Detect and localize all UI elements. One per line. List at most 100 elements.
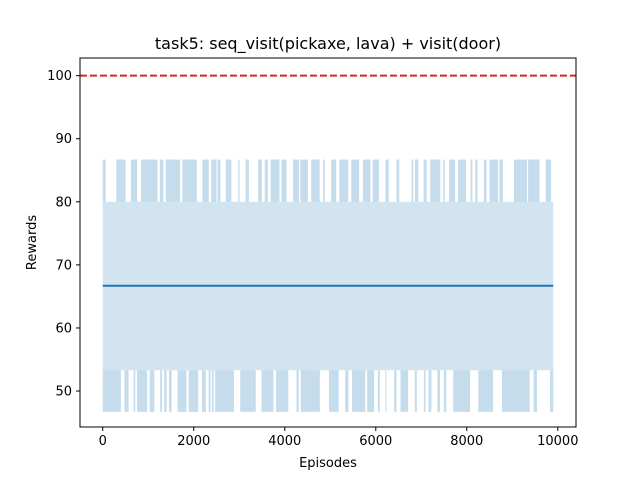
band-lower-stripe: [362, 370, 366, 412]
band-lower-stripe: [332, 370, 336, 412]
band-upper-stripe: [345, 159, 349, 202]
band-lower-stripe: [117, 370, 121, 412]
band-upper-stripe: [483, 159, 487, 202]
band-lower-stripe: [261, 370, 265, 412]
band-lower-stripe: [423, 370, 426, 412]
y-tick-label: 50: [55, 385, 72, 400]
band-upper-stripe: [202, 159, 204, 202]
band-upper-stripe: [491, 159, 493, 202]
band-upper-stripe: [293, 159, 297, 202]
band-upper-stripe: [331, 159, 334, 202]
band-upper-stripe: [496, 159, 499, 202]
band-lower-stripe: [533, 370, 537, 412]
band-upper-stripe: [513, 159, 517, 202]
band-upper-stripe: [369, 159, 371, 202]
band-lower-stripe: [478, 370, 482, 412]
band-upper-stripe: [314, 159, 316, 202]
band-upper-stripe: [499, 159, 503, 202]
band-upper-stripe: [470, 159, 473, 202]
band-upper-stripe: [535, 159, 540, 202]
band-lower-stripe: [358, 370, 363, 412]
band-lower-stripe: [268, 370, 270, 412]
band-upper-stripe: [385, 159, 389, 202]
band-upper-stripe: [247, 159, 249, 202]
band-lower-stripe: [456, 370, 459, 412]
band-upper-stripe: [276, 159, 280, 202]
band-upper-stripe: [102, 159, 106, 202]
band-lower-stripe: [356, 370, 359, 412]
band-lower-stripe: [394, 370, 397, 412]
band-lower-stripe: [367, 370, 370, 412]
band-upper-stripe: [396, 159, 400, 202]
band-upper-stripe: [143, 159, 147, 202]
band-upper-stripe: [306, 159, 308, 202]
band-upper-stripe: [351, 159, 355, 202]
band-upper-stripe: [411, 159, 414, 202]
band-lower-stripe: [511, 370, 516, 412]
band-upper-stripe: [545, 159, 548, 202]
band-lower-stripe: [300, 370, 305, 412]
band-upper-stripe: [489, 159, 492, 202]
band-upper-stripe: [516, 159, 521, 202]
band-upper-stripe: [315, 159, 320, 202]
band-lower-stripe: [269, 370, 272, 412]
band-lower-stripe: [124, 370, 128, 412]
band-upper-stripe: [132, 159, 136, 202]
band-upper-stripe: [168, 159, 172, 202]
band-lower-stripe: [169, 370, 172, 412]
band-upper-stripe: [520, 159, 524, 202]
band-upper-stripe: [533, 159, 536, 202]
band-lower-stripe: [312, 370, 315, 412]
band-lower-stripe: [352, 370, 356, 412]
band-lower-stripe: [229, 370, 231, 412]
band-upper-stripe: [302, 159, 306, 202]
band-upper-stripe: [273, 159, 277, 202]
x-tick-label: 6000: [359, 434, 392, 449]
band-upper-stripe: [150, 159, 155, 202]
band-upper-stripe: [448, 159, 452, 202]
band-lower-stripe: [208, 370, 211, 412]
band-upper-stripe: [116, 159, 120, 202]
band-lower-stripe: [219, 370, 224, 412]
band-upper-stripe: [264, 159, 268, 202]
band-lower-stripe: [192, 370, 195, 412]
band-lower-stripe: [271, 370, 274, 412]
band-lower-stripe: [428, 370, 432, 412]
band-lower-stripe: [177, 370, 180, 412]
plot-frame: [79, 57, 577, 428]
band-upper-stripe: [184, 159, 187, 202]
band-upper-stripe: [443, 159, 445, 202]
band-lower-stripe: [114, 370, 117, 412]
band-upper-stripe: [225, 159, 230, 202]
band-upper-stripe: [217, 159, 221, 202]
band-lower-stripe: [483, 370, 486, 412]
band-lower-stripe: [528, 370, 530, 412]
y-axis-label: Rewards: [25, 215, 40, 270]
x-tick-label: 2000: [177, 434, 210, 449]
band-lower-stripe: [138, 370, 140, 412]
band-lower-stripe: [328, 370, 333, 412]
band-lower-stripe: [243, 370, 247, 412]
band-upper-stripe: [258, 159, 261, 202]
band-lower-stripe: [400, 370, 405, 412]
y-tick-label: 70: [55, 258, 72, 273]
band-upper-stripe: [238, 159, 240, 202]
band-lower-stripe: [133, 370, 136, 412]
x-tick-label: 10000: [537, 434, 578, 449]
band-lower-stripe: [179, 370, 182, 412]
band-lower-stripe: [518, 370, 522, 412]
band-lower-stripe: [314, 370, 319, 412]
band-lower-stripe: [153, 370, 155, 412]
band-upper-stripe: [436, 159, 440, 202]
band-lower-stripe: [505, 370, 508, 412]
band-lower-stripe: [485, 370, 490, 412]
band-upper-stripe: [434, 159, 437, 202]
band-lower-stripe: [105, 370, 108, 412]
y-tick-label: 80: [55, 195, 72, 210]
band-upper-stripe: [212, 159, 217, 202]
band-upper-stripe: [140, 159, 144, 202]
band-lower-stripe: [216, 370, 220, 412]
band-upper-stripe: [130, 159, 133, 202]
band-lower-stripe: [109, 370, 113, 412]
band-upper-stripe: [283, 159, 286, 202]
